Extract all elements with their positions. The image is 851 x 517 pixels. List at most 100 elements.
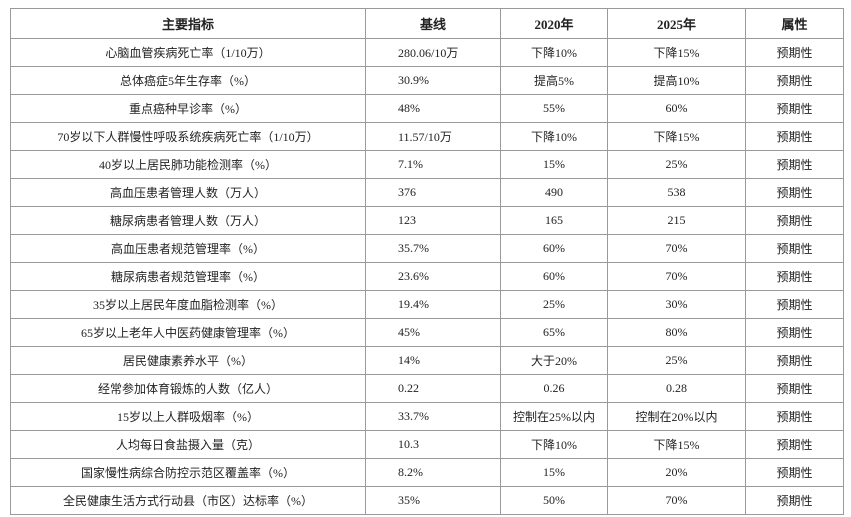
table-cell: 490 [500,178,608,207]
table-row: 重点癌种早诊率（%） 48% 55% 60% 预期性 [10,94,844,123]
table-body: 心脑血管疾病死亡率（1/10万） 280.06/10万 下降10% 下降15% 预期性总… [10,38,844,515]
table-cell: 280.06/10万 [365,38,501,67]
table-cell: 15% [500,458,608,487]
table-cell: 45% [365,318,501,347]
table-cell: 大于20% [500,346,608,375]
table-cell: 70% [607,262,746,291]
table-cell: 25% [607,346,746,375]
table-cell: 70% [607,234,746,263]
table-cell: 60% [500,234,608,263]
indicator-table: 主要指标 基线 2020年 2025年 属性 心脑血管疾病死亡率（1/10万） 280.0… [10,8,844,515]
table-row: 糖尿病患者规范管理率（%） 23.6% 60% 70% 预期性 [10,262,844,291]
table-cell: 123 [365,206,501,235]
table-cell: 35.7% [365,234,501,263]
table-cell: 33.7% [365,402,501,431]
table-cell: 下降10% [500,430,608,459]
table-row: 糖尿病患者管理人数（万人） 123 165 215 预期性 [10,206,844,235]
table-cell: 10.3 [365,430,501,459]
table-cell: 全民健康生活方式行动县（市区）达标率（%） [10,486,366,515]
table-cell: 0.22 [365,374,501,403]
table-row: 全民健康生活方式行动县（市区）达标率（%） 35% 50% 70% 预期性 [10,486,844,515]
table-cell: 提高10% [607,66,746,95]
table-cell: 8.2% [365,458,501,487]
table-cell: 11.57/10万 [365,122,501,151]
table-cell: 0.28 [607,374,746,403]
table-cell: 预期性 [745,430,844,459]
table-row: 经常参加体育锻炼的人数（亿人） 0.22 0.26 0.28 预期性 [10,374,844,403]
table-cell: 7.1% [365,150,501,179]
header-cell: 主要指标 [10,8,366,39]
table-row: 心脑血管疾病死亡率（1/10万） 280.06/10万 下降10% 下降15% 预期性 [10,38,844,67]
table-cell: 高血压患者管理人数（万人） [10,178,366,207]
header-cell: 基线 [365,8,501,39]
header-row: 主要指标 基线 2020年 2025年 属性 [10,8,844,39]
table-cell: 215 [607,206,746,235]
table-cell: 糖尿病患者规范管理率（%） [10,262,366,291]
table-cell: 预期性 [745,178,844,207]
table-row: 高血压患者管理人数（万人） 376 490 538 预期性 [10,178,844,207]
table-row: 15岁以上人群吸烟率（%） 33.7% 控制在25%以内 控制在20%以内 预期性 [10,402,844,431]
table-row: 高血压患者规范管理率（%） 35.7% 60% 70% 预期性 [10,234,844,263]
table-cell: 60% [607,94,746,123]
table-cell: 下降10% [500,38,608,67]
table-cell: 重点癌种早诊率（%） [10,94,366,123]
table-cell: 0.26 [500,374,608,403]
table-cell: 预期性 [745,262,844,291]
table-row: 40岁以上居民肺功能检测率（%） 7.1% 15% 25% 预期性 [10,150,844,179]
table-cell: 48% [365,94,501,123]
table-cell: 下降15% [607,122,746,151]
table-cell: 35岁以上居民年度血脂检测率（%） [10,290,366,319]
table-row: 总体癌症5年生存率（%） 30.9% 提高5% 提高10% 预期性 [10,66,844,95]
table-cell: 预期性 [745,206,844,235]
table-cell: 预期性 [745,38,844,67]
table-cell: 55% [500,94,608,123]
table-cell: 165 [500,206,608,235]
table-cell: 预期性 [745,150,844,179]
table-cell: 预期性 [745,346,844,375]
table-cell: 23.6% [365,262,501,291]
table-cell: 预期性 [745,94,844,123]
table-cell: 60% [500,262,608,291]
table-cell: 预期性 [745,458,844,487]
table-cell: 80% [607,318,746,347]
table-cell: 15% [500,150,608,179]
table-cell: 19.4% [365,290,501,319]
table-cell: 国家慢性病综合防控示范区覆盖率（%） [10,458,366,487]
table-row: 居民健康素养水平（%） 14% 大于20% 25% 预期性 [10,346,844,375]
header-cell: 属性 [745,8,844,39]
table-cell: 50% [500,486,608,515]
table-row: 人均每日食盐摄入量（克） 10.3 下降10% 下降15% 预期性 [10,430,844,459]
table-cell: 人均每日食盐摄入量（克） [10,430,366,459]
table-cell: 控制在20%以内 [607,402,746,431]
table-cell: 高血压患者规范管理率（%） [10,234,366,263]
table-cell: 20% [607,458,746,487]
table-cell: 预期性 [745,374,844,403]
table-cell: 下降10% [500,122,608,151]
table-row: 国家慢性病综合防控示范区覆盖率（%） 8.2% 15% 20% 预期性 [10,458,844,487]
table-cell: 总体癌症5年生存率（%） [10,66,366,95]
table-cell: 提高5% [500,66,608,95]
header-cell: 2020年 [500,8,608,39]
table-cell: 居民健康素养水平（%） [10,346,366,375]
table-cell: 25% [607,150,746,179]
table-cell: 预期性 [745,402,844,431]
table-cell: 35% [365,486,501,515]
table-cell: 538 [607,178,746,207]
table-row: 65岁以上老年人中医药健康管理率（%） 45% 65% 80% 预期性 [10,318,844,347]
table-cell: 65岁以上老年人中医药健康管理率（%） [10,318,366,347]
table-cell: 经常参加体育锻炼的人数（亿人） [10,374,366,403]
table-cell: 70岁以下人群慢性呼吸系统疾病死亡率（1/10万） [10,122,366,151]
table-cell: 预期性 [745,290,844,319]
table-cell: 14% [365,346,501,375]
table-cell: 30% [607,290,746,319]
table-cell: 下降15% [607,430,746,459]
table-cell: 控制在25%以内 [500,402,608,431]
table-cell: 376 [365,178,501,207]
table-cell: 下降15% [607,38,746,67]
table-cell: 25% [500,290,608,319]
table-cell: 糖尿病患者管理人数（万人） [10,206,366,235]
table-cell: 预期性 [745,234,844,263]
table-cell: 预期性 [745,318,844,347]
table-cell: 预期性 [745,66,844,95]
